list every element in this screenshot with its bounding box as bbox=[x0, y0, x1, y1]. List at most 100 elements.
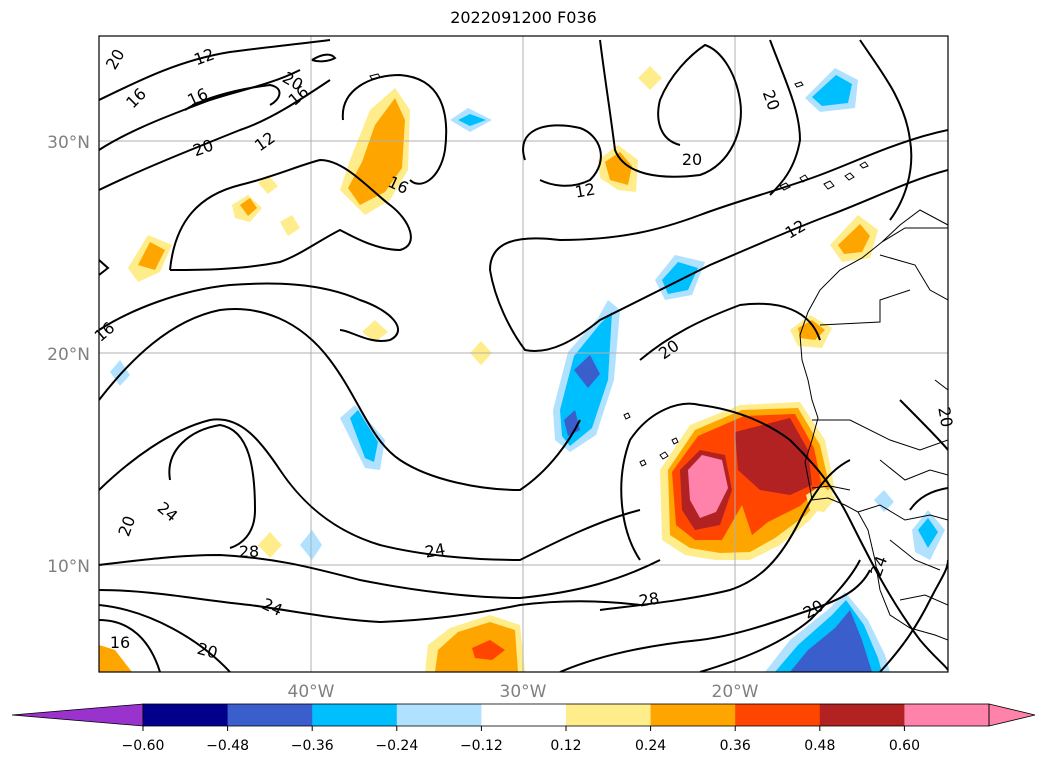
contour-line bbox=[599, 39, 742, 178]
lat-label-30n: 30°N bbox=[47, 133, 90, 153]
colorbar-extension-right bbox=[988, 703, 1036, 727]
island-outline bbox=[623, 412, 679, 467]
contour-label: 16 bbox=[122, 84, 150, 112]
country-border bbox=[879, 459, 948, 481]
positive-anomaly-region bbox=[688, 455, 728, 518]
positive-anomaly-region bbox=[638, 66, 662, 90]
positive-anomaly-region bbox=[138, 242, 165, 270]
island-outline bbox=[779, 161, 869, 191]
shaded-field-layer bbox=[99, 66, 945, 672]
positive-anomaly-region bbox=[838, 224, 870, 254]
contour-label: 20 bbox=[934, 405, 956, 428]
contour-line bbox=[899, 399, 948, 451]
lon-label-20w: 20°W bbox=[712, 682, 759, 702]
negative-anomaly-region bbox=[574, 355, 600, 388]
contour-line bbox=[99, 604, 231, 672]
colorbar-extension-left bbox=[11, 703, 144, 727]
colorbar-segment bbox=[227, 704, 313, 726]
colorbar-segment bbox=[650, 704, 736, 726]
colorbar-tick-label: 0.60 bbox=[889, 738, 920, 754]
country-border bbox=[889, 539, 941, 571]
negative-anomaly-region bbox=[458, 114, 486, 126]
negative-anomaly-region bbox=[874, 490, 894, 512]
positive-anomaly-region bbox=[348, 98, 405, 205]
negative-anomaly-region bbox=[662, 262, 698, 294]
contour-label: 12 bbox=[782, 216, 809, 243]
colorbar-tick-label: 0.24 bbox=[635, 738, 666, 754]
negative-anomaly-region bbox=[918, 518, 938, 548]
contour-line bbox=[99, 619, 161, 672]
colorbar-segment bbox=[143, 704, 229, 726]
positive-anomaly-region bbox=[735, 418, 812, 495]
positive-anomaly-region bbox=[362, 320, 388, 342]
negative-anomaly-region bbox=[790, 610, 872, 672]
colorbar-tick-label: 0.36 bbox=[720, 738, 751, 754]
contour-line bbox=[522, 124, 602, 187]
country-border bbox=[899, 594, 948, 606]
contour-label: 16 bbox=[110, 633, 130, 652]
colorbar-segment bbox=[819, 704, 905, 726]
contour-line bbox=[99, 418, 641, 562]
africa-coastline bbox=[799, 227, 948, 641]
contour-line bbox=[99, 282, 400, 343]
country-border bbox=[857, 504, 948, 521]
colorbar-tick-label: 0.12 bbox=[550, 738, 581, 754]
positive-anomaly-region bbox=[99, 645, 132, 672]
contour-line bbox=[639, 302, 821, 361]
contour-line bbox=[99, 69, 301, 151]
colorbar-tick-label: −0.60 bbox=[122, 738, 165, 754]
positive-anomaly-region bbox=[258, 532, 282, 558]
contour-label: 12 bbox=[191, 44, 217, 69]
map-frame bbox=[98, 35, 949, 673]
contour-label: 28 bbox=[239, 542, 259, 561]
contour-line bbox=[99, 79, 331, 191]
positive-anomaly-region bbox=[258, 175, 278, 194]
contour-line bbox=[311, 53, 337, 63]
contour-label: 20 bbox=[759, 87, 784, 113]
country-border bbox=[934, 379, 948, 391]
coastline-layer bbox=[369, 73, 948, 641]
lat-label-20n: 20°N bbox=[47, 345, 90, 365]
positive-anomaly-region bbox=[280, 215, 300, 236]
contour-label: 20 bbox=[190, 135, 216, 160]
contour-label: 20 bbox=[655, 336, 683, 363]
island-outline bbox=[369, 73, 804, 88]
negative-anomaly-region bbox=[110, 360, 130, 386]
contour-line bbox=[489, 129, 948, 271]
contour-line bbox=[620, 402, 948, 671]
positive-anomaly-region bbox=[605, 152, 632, 185]
country-border bbox=[819, 289, 911, 326]
contour-line bbox=[99, 553, 661, 600]
contour-line bbox=[909, 487, 948, 511]
map-title: 2022091200 F036 bbox=[450, 8, 597, 27]
lat-label-10n: 10°N bbox=[47, 557, 90, 577]
contour-line bbox=[99, 308, 581, 492]
contour-line bbox=[699, 559, 861, 672]
contour-line bbox=[99, 259, 110, 276]
lon-label-40w: 40°W bbox=[288, 682, 335, 702]
contour-label: 24 bbox=[866, 553, 891, 579]
colorbar-tick-label: −0.36 bbox=[291, 738, 334, 754]
colorbar-segment bbox=[396, 704, 482, 726]
contour-label: 20 bbox=[195, 639, 220, 663]
contour-line bbox=[99, 39, 331, 101]
contour-line bbox=[169, 158, 412, 271]
contour-label: 24 bbox=[423, 539, 446, 561]
negative-anomaly-region bbox=[350, 410, 378, 462]
contour-label: 20 bbox=[114, 513, 139, 539]
colorbar-segment bbox=[312, 704, 398, 726]
colorbar-segment bbox=[735, 704, 821, 726]
contour-label: 20 bbox=[102, 46, 129, 73]
contour-line bbox=[341, 73, 448, 185]
colorbar: −0.60 −0.48 −0.36 −0.24 −0.12 0.12 0.24 0.36 0.4… bbox=[11, 703, 1036, 754]
contour-label: 20 bbox=[682, 150, 702, 169]
lon-label-30w: 30°W bbox=[500, 682, 547, 702]
contour-line bbox=[859, 39, 913, 221]
negative-anomaly-region bbox=[812, 75, 852, 106]
contour-label: 28 bbox=[637, 588, 660, 610]
positive-anomaly-region bbox=[472, 640, 505, 660]
colorbar-tick-label: 0.48 bbox=[804, 738, 835, 754]
contour-line bbox=[769, 39, 802, 196]
colorbar-segment bbox=[566, 704, 652, 726]
contour-line bbox=[879, 559, 948, 672]
